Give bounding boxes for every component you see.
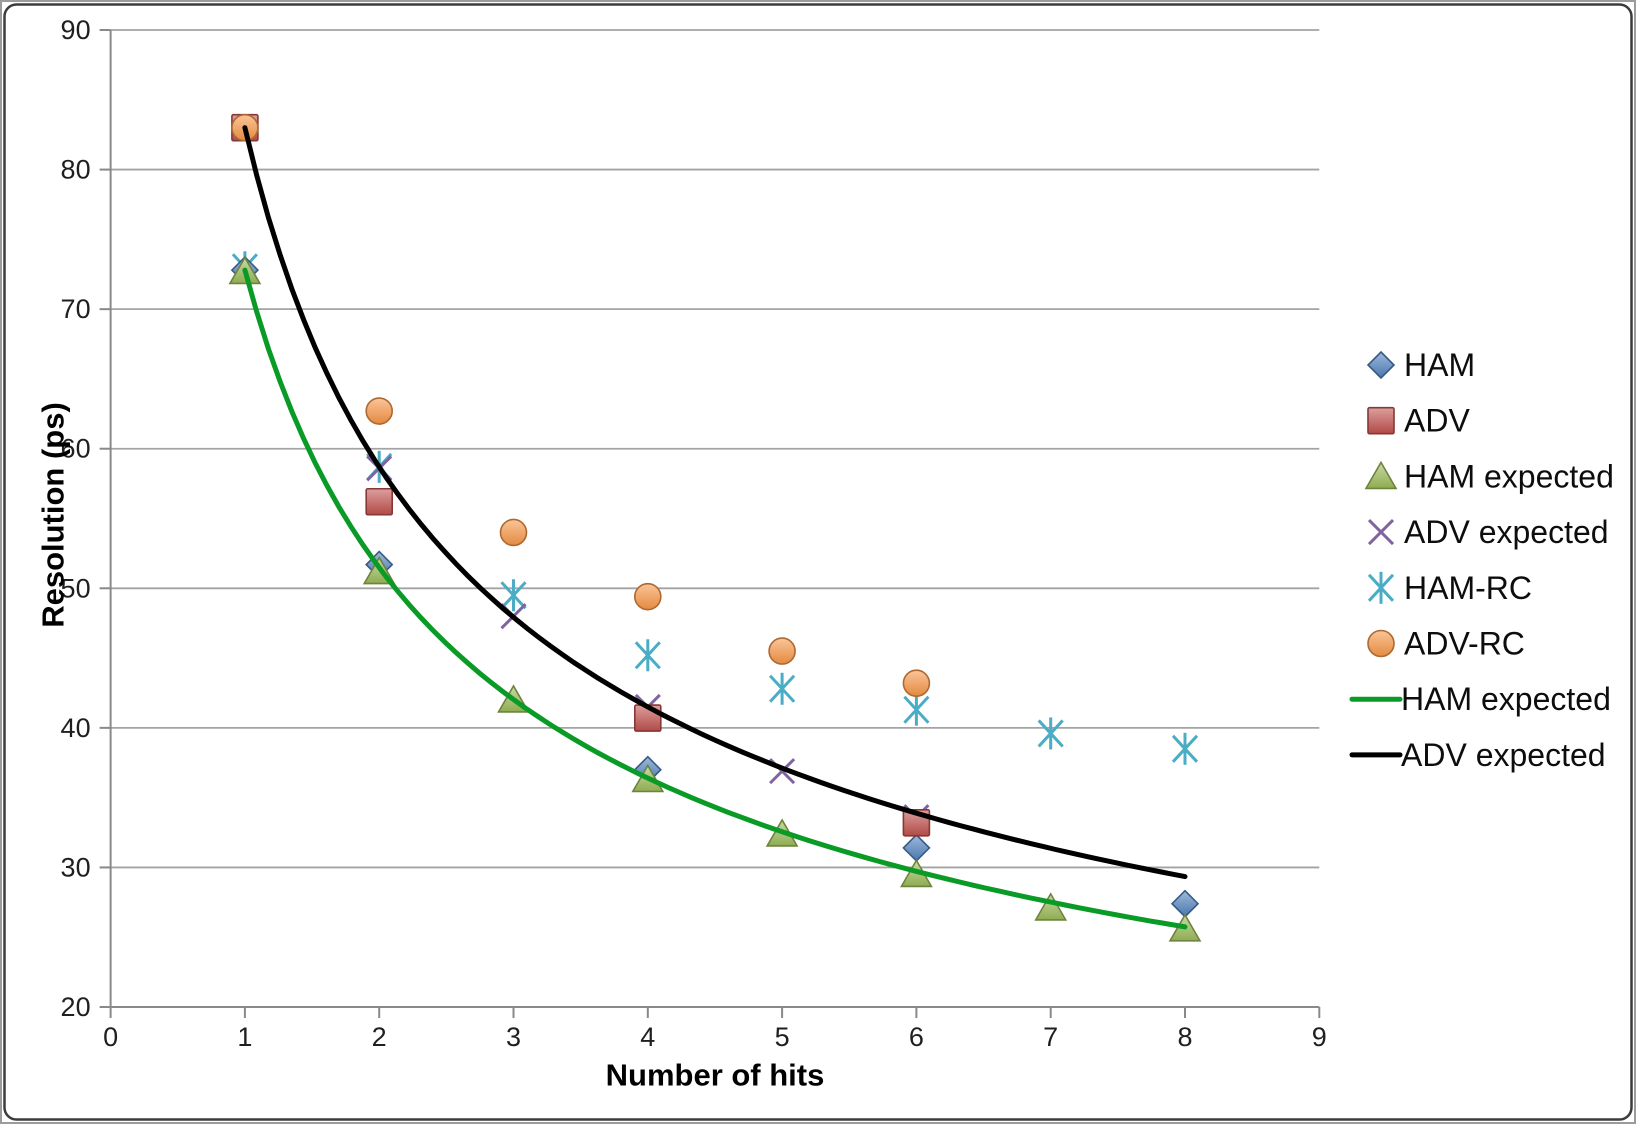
legend-item-HAM-expected: HAM expected: [1349, 681, 1611, 717]
circle-marker: [902, 669, 931, 697]
y-tick-label: 70: [61, 294, 91, 324]
asterisk-marker: [500, 581, 527, 610]
legend-asterisk-icon: [1367, 571, 1395, 604]
legend-circle-icon: [1367, 629, 1395, 658]
y-tick-label: 30: [61, 852, 91, 882]
x-tick-label: 7: [1043, 1022, 1058, 1052]
asterisk-marker: [768, 674, 796, 703]
square-marker: [365, 487, 394, 516]
y-tick-label: 50: [61, 573, 91, 603]
marker-ADV-RC: [768, 637, 796, 665]
legend-item-ADV-RC: ADV-RC: [1367, 626, 1525, 662]
marker-ADV: [365, 487, 394, 516]
marker-ADV-RC: [633, 582, 662, 611]
legend-item-ADV-expected: ADV expected: [1349, 737, 1606, 773]
x-axis-tick-labels: 0 1 2 3 4 5 6 7 8 9: [103, 1022, 1327, 1052]
legend-label: ADV-RC: [1404, 626, 1525, 662]
trendline-HAM-expected: [242, 267, 1188, 930]
asterisk-marker: [1037, 719, 1064, 748]
legend-square-icon: [1367, 406, 1395, 435]
axes: [99, 29, 1321, 1018]
marker-HAM-RC: [768, 672, 796, 705]
asterisk-marker: [903, 695, 930, 724]
x-tick-label: 9: [1312, 1022, 1327, 1052]
x-marker: [769, 758, 796, 785]
legend-item-HAM-RC: HAM-RC: [1367, 570, 1532, 606]
legend-label: ADV expected: [1404, 514, 1609, 550]
triangle-marker: [1034, 892, 1068, 921]
triangle-marker: [1364, 460, 1398, 490]
legend-item-ADV-expected: ADV expected: [1367, 514, 1609, 550]
circle-marker: [499, 518, 528, 547]
asterisk-marker: [1367, 573, 1395, 602]
circle-marker: [633, 582, 662, 611]
legend-label: HAM expected: [1401, 681, 1611, 717]
y-axis-title: Resolution (ps): [36, 402, 71, 628]
circle-marker: [365, 397, 394, 425]
legend-label: HAM expected: [1404, 458, 1614, 494]
y-tick-label: 90: [61, 15, 91, 45]
x-tick-label: 4: [640, 1022, 655, 1052]
legend-x-icon: [1367, 519, 1395, 546]
marker-HAM-expected: [1034, 892, 1068, 921]
x-tick-label: 5: [775, 1022, 790, 1052]
marker-HAM-RC: [634, 639, 661, 672]
x-tick-label: 1: [237, 1022, 252, 1052]
marker-HAM-RC: [1171, 732, 1199, 765]
y-axis-tick-labels: 20 30 40 50 60 70 80 90: [61, 15, 91, 1022]
y-tick-label: 80: [61, 155, 91, 185]
x-axis-title: Number of hits: [606, 1058, 825, 1093]
chart-border: [3, 3, 1633, 1121]
square-marker: [1367, 406, 1395, 435]
asterisk-marker: [634, 641, 661, 670]
asterisk-marker: [1171, 734, 1199, 763]
x-tick-label: 8: [1177, 1022, 1192, 1052]
gridlines: [110, 29, 1320, 869]
marker-ADV-RC: [902, 669, 931, 697]
diamond-marker: [1366, 350, 1396, 380]
circle-marker: [768, 637, 796, 665]
marker-ADV-RC: [365, 397, 394, 425]
x-tick-label: 0: [103, 1022, 118, 1052]
legend-item-ADV: ADV: [1367, 403, 1470, 439]
x-tick-label: 6: [909, 1022, 924, 1052]
legend-item-HAM: HAM: [1366, 347, 1475, 383]
circle-marker: [1367, 629, 1395, 658]
legend-triangle-icon: [1364, 460, 1398, 490]
legend-label: HAM-RC: [1404, 570, 1532, 606]
legend-item-HAM-expected: HAM expected: [1364, 458, 1614, 494]
y-tick-label: 40: [61, 713, 91, 743]
marker-HAM-RC: [1037, 717, 1064, 750]
y-tick-label: 20: [61, 992, 91, 1022]
x-tick-label: 3: [506, 1022, 521, 1052]
trendlines: [242, 125, 1188, 930]
x-tick-label: 2: [372, 1022, 387, 1052]
legend: HAM ADV HAM expected ADV expected HAM-RC ADV-…: [1349, 347, 1614, 773]
legend-label: HAM: [1404, 347, 1475, 383]
legend-label: ADV expected: [1401, 737, 1606, 773]
trendline-ADV-expected: [242, 125, 1188, 880]
y-tick-label: 60: [61, 434, 91, 464]
marker-HAM-RC: [903, 693, 930, 726]
marker-HAM-RC: [500, 579, 527, 612]
legend-diamond-icon: [1366, 350, 1396, 380]
marker-ADV-RC: [499, 518, 528, 547]
x-marker: [1367, 519, 1395, 546]
legend-label: ADV: [1404, 403, 1470, 439]
